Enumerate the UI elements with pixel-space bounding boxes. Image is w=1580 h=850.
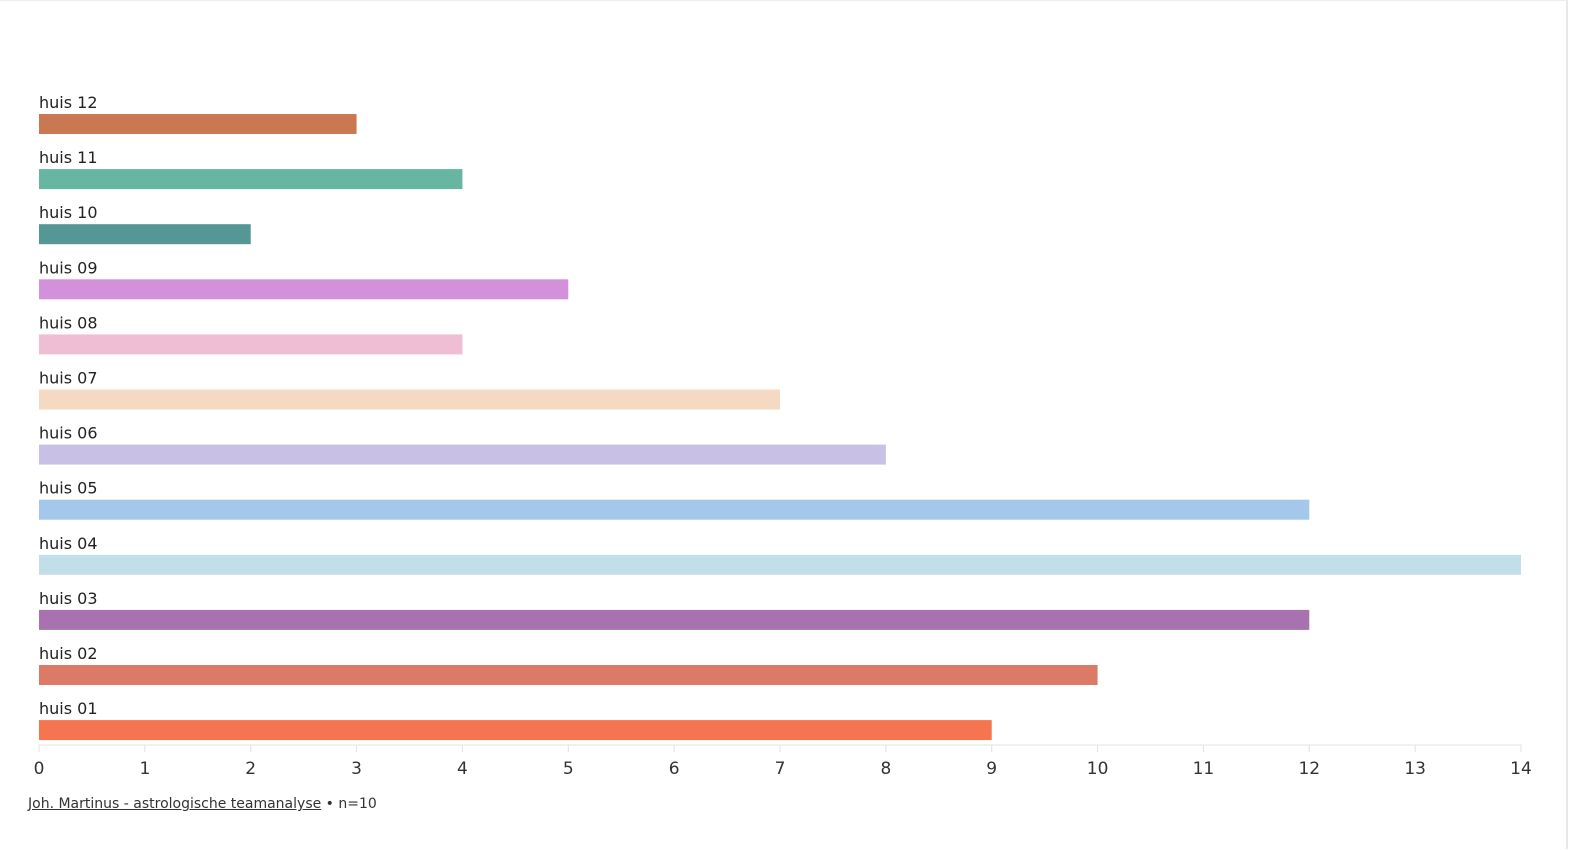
sample-size-note: • n=10 [321, 796, 377, 812]
bar[interactable] [39, 665, 1098, 685]
category-label: huis 02 [39, 644, 98, 663]
x-tick-label: 12 [1298, 759, 1320, 779]
bar[interactable] [39, 224, 251, 245]
category-label: huis 09 [39, 258, 98, 277]
category-label: huis 12 [39, 93, 98, 112]
x-tick-label: 7 [775, 759, 786, 779]
category-label: huis 06 [39, 424, 98, 443]
x-tick-label: 9 [986, 759, 997, 779]
category-label: huis 04 [39, 534, 98, 553]
x-tick-label: 6 [669, 759, 680, 779]
bar[interactable] [39, 334, 463, 355]
bar[interactable] [39, 444, 886, 465]
bars-group: huis 12 huis 11 huis 10 huis 09 huis 08 huis … [39, 93, 1521, 741]
x-tick-label: 13 [1404, 759, 1426, 779]
x-tick-label: 0 [34, 759, 45, 779]
bar[interactable] [39, 169, 463, 190]
bar[interactable] [39, 114, 357, 134]
bar[interactable] [39, 499, 1310, 520]
category-label: huis 05 [39, 479, 98, 498]
x-tick-label: 3 [351, 759, 362, 779]
x-tick-label: 4 [457, 759, 468, 779]
source-link[interactable]: Joh. Martinus - astrologische teamanalys… [28, 796, 322, 812]
category-label: huis 03 [39, 589, 98, 608]
category-label: huis 10 [39, 203, 98, 222]
bar[interactable] [39, 720, 992, 741]
bar-chart: huis 12 huis 11 huis 10 huis 09 huis 08 huis … [34, 93, 1532, 779]
x-tick-label: 1 [139, 759, 150, 779]
bar[interactable] [39, 279, 569, 300]
category-label: huis 08 [39, 313, 98, 332]
bar[interactable] [39, 609, 1310, 630]
x-tick-label: 5 [563, 759, 574, 779]
category-label: huis 01 [39, 699, 98, 718]
x-axis-ticks: 0 1 2 3 4 5 6 7 8 9 10 11 12 13 14 [34, 745, 1532, 779]
chart-footer: Joh. Martinus - astrologische teamanalys… [28, 796, 377, 812]
bar[interactable] [39, 554, 1521, 575]
x-tick-label: 8 [880, 759, 891, 779]
x-tick-label: 10 [1087, 759, 1109, 779]
bar[interactable] [39, 389, 780, 410]
x-tick-label: 11 [1193, 759, 1215, 779]
x-tick-label: 14 [1510, 759, 1532, 779]
category-label: huis 07 [39, 369, 98, 388]
x-tick-label: 2 [245, 759, 256, 779]
category-label: huis 11 [39, 148, 98, 167]
